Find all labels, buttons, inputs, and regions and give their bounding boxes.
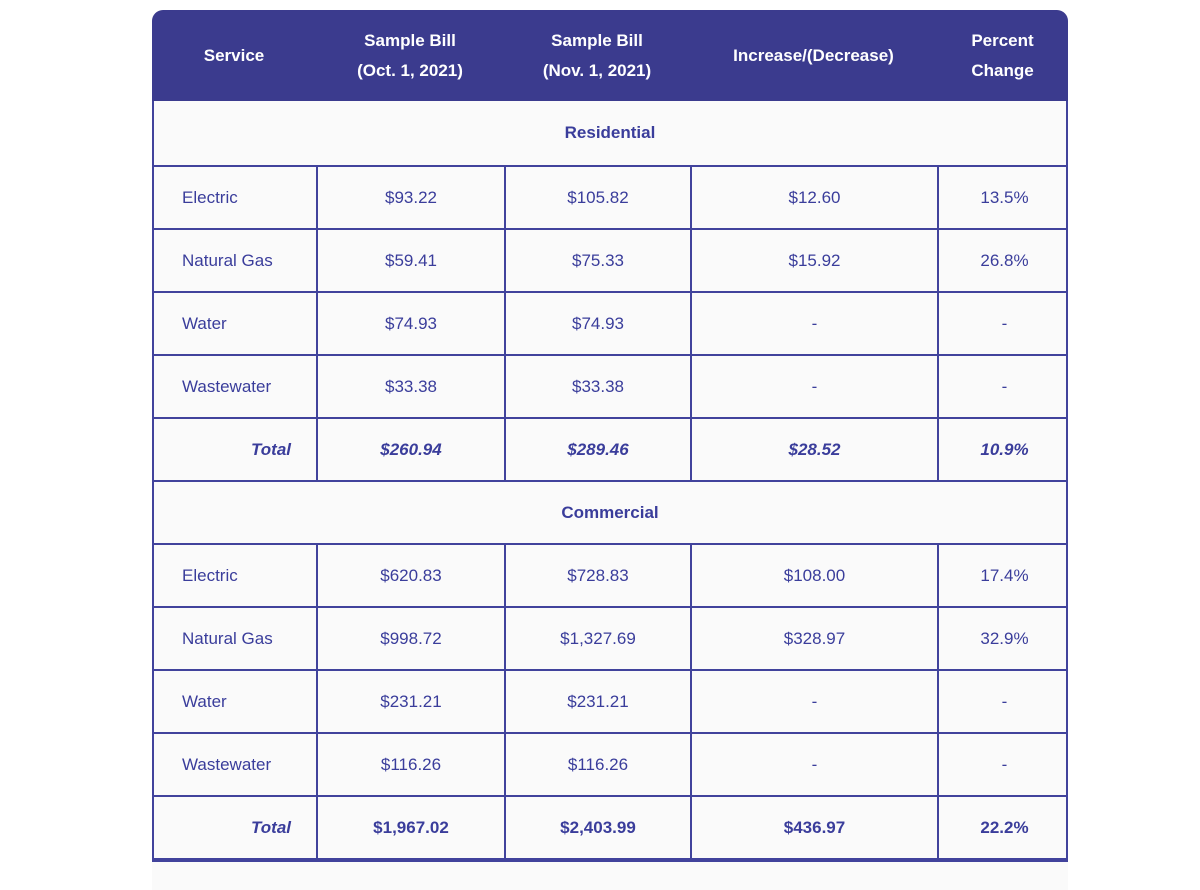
value-cell: $33.38	[318, 356, 506, 417]
value-cell: $231.21	[318, 671, 506, 732]
column-header-line: Change	[971, 60, 1034, 80]
column-header-sample-bill-nov: Sample Bill (Nov. 1, 2021)	[504, 10, 690, 101]
table-body: Residential Electric $93.22 $105.82 $12.60 13…	[152, 101, 1068, 860]
value-cell: $74.93	[506, 293, 692, 354]
value-cell: $289.46	[506, 419, 692, 480]
value-cell: $59.41	[318, 230, 506, 291]
value-cell: $93.22	[318, 167, 506, 228]
value-cell: $75.33	[506, 230, 692, 291]
table-row: Water $231.21 $231.21- -	[154, 671, 1066, 734]
value-cell: $12.60	[692, 167, 939, 228]
value-cell: -	[692, 293, 939, 354]
table-header-row: Service Sample Bill (Oct. 1, 2021) Sampl…	[152, 10, 1068, 101]
column-header-line: (Nov. 1, 2021)	[542, 60, 652, 80]
table-row: Electric $620.83 $728.83 $108.00 17.4%	[154, 545, 1066, 608]
value-cell: 17.4%	[980, 565, 1029, 585]
value-cell: $436.97	[692, 797, 939, 858]
value-cell: $116.26	[506, 734, 692, 795]
value-cell: $108.00	[692, 545, 939, 606]
value-cell: 22.2%	[980, 817, 1029, 837]
value-cell: $105.82	[506, 167, 692, 228]
section-header-row: Residential	[154, 101, 1066, 167]
table-row: Electric $93.22 $105.82 $12.60 13.5%	[154, 167, 1066, 230]
table-row: Wastewater $116.26 $116.26- -	[154, 734, 1066, 797]
value-cell: -	[1001, 691, 1008, 711]
value-cell: $728.83	[506, 545, 692, 606]
service-cell: Water	[154, 293, 318, 354]
service-cell: Wastewater	[154, 356, 318, 417]
total-label-cell: Total	[154, 797, 318, 858]
table-row: Natural Gas $59.41 $75.33 $15.92 26.8%	[154, 230, 1066, 293]
service-cell: Electric	[154, 167, 318, 228]
rates-comparison-table: Service Sample Bill (Oct. 1, 2021) Sampl…	[152, 10, 1068, 890]
table-row: Water $74.93 $74.93- -	[154, 293, 1066, 356]
column-header-line: (Oct. 1, 2021)	[357, 60, 463, 80]
value-cell: $116.26	[318, 734, 506, 795]
service-cell: Water	[154, 671, 318, 732]
value-cell: $1,327.69	[506, 608, 692, 669]
section-label: Commercial	[561, 502, 659, 522]
table-row: Natural Gas $998.72 $1,327.69 $328.97 32.9%	[154, 608, 1066, 671]
column-header-line: Sample Bill	[364, 30, 456, 50]
value-cell: -	[692, 356, 939, 417]
value-cell: 10.9%	[980, 439, 1029, 459]
section-label: Residential	[564, 123, 656, 142]
value-cell: 13.5%	[980, 187, 1029, 207]
value-cell: $998.72	[318, 608, 506, 669]
column-header-sample-bill-oct: Sample Bill (Oct. 1, 2021)	[316, 10, 504, 101]
table-row: Wastewater $33.38 $33.38- -	[154, 356, 1066, 419]
value-cell: -	[692, 734, 939, 795]
section-header-row: Commercial	[154, 482, 1066, 545]
value-cell: $328.97	[692, 608, 939, 669]
value-cell: -	[1001, 754, 1008, 774]
service-cell: Electric	[154, 545, 318, 606]
service-cell: Natural Gas	[154, 230, 318, 291]
value-cell: $2,403.99	[506, 797, 692, 858]
total-label-cell: Total	[154, 419, 318, 480]
value-cell: $620.83	[318, 545, 506, 606]
value-cell: $28.52	[692, 419, 939, 480]
value-cell: 32.9%	[980, 628, 1029, 648]
service-cell: Natural Gas	[154, 608, 318, 669]
value-cell: $33.38	[506, 356, 692, 417]
value-cell: $231.21	[506, 671, 692, 732]
column-header-increase-decrease: Increase/(Decrease)	[690, 10, 937, 101]
column-header-line: Sample Bill	[551, 30, 643, 50]
column-header-percent-change: Percent Change	[937, 10, 1068, 101]
column-header-service: Service	[152, 10, 316, 101]
service-cell: Wastewater	[154, 734, 318, 795]
value-cell: $15.92	[692, 230, 939, 291]
value-cell: -	[1001, 313, 1008, 333]
column-header-line: Percent	[971, 30, 1034, 50]
value-cell: -	[692, 671, 939, 732]
total-row: Total $260.94 $289.46 $28.52 10.9%	[154, 419, 1066, 482]
value-cell: 26.8%	[980, 250, 1029, 270]
value-cell: $74.93	[318, 293, 506, 354]
partial-next-row	[152, 860, 1068, 890]
column-header-line: Service	[203, 45, 265, 65]
column-header-line: Increase/(Decrease)	[733, 45, 894, 65]
value-cell: $1,967.02	[318, 797, 506, 858]
value-cell: $260.94	[318, 419, 506, 480]
total-row: Total $1,967.02 $2,403.99 $436.97 22.2%	[154, 797, 1066, 860]
value-cell: -	[1001, 376, 1008, 396]
